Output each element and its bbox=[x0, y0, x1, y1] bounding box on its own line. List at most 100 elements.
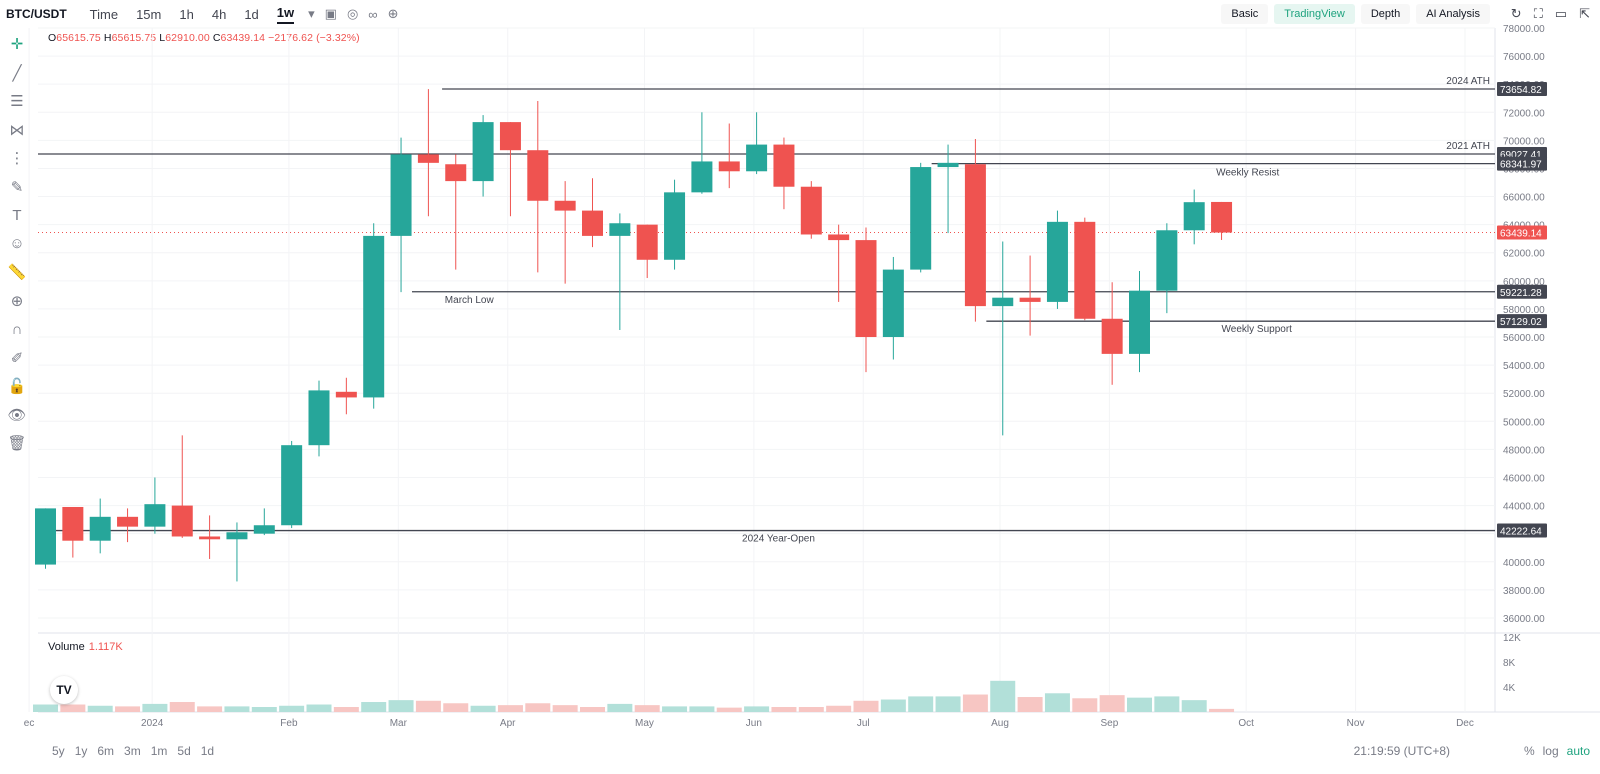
lock-icon[interactable]: 🔓 bbox=[7, 378, 27, 396]
candle-body bbox=[855, 240, 877, 338]
eye-icon[interactable]: 👁 bbox=[7, 406, 27, 424]
view-ai-analysis-button[interactable]: AI Analysis bbox=[1416, 4, 1490, 24]
zoom-icon[interactable]: ⊕ bbox=[10, 292, 24, 310]
fullscreen-icon[interactable]: ⛶ bbox=[1533, 6, 1543, 21]
low-label: L bbox=[159, 32, 166, 44]
range-1d[interactable]: 1d bbox=[200, 744, 215, 758]
candle-body bbox=[1101, 318, 1123, 354]
high-label: H bbox=[103, 32, 112, 44]
candle-body bbox=[964, 164, 986, 307]
candle-body bbox=[800, 186, 822, 235]
volume-bar bbox=[1017, 697, 1043, 712]
lock-drawing-icon[interactable]: ✐ bbox=[10, 349, 24, 367]
grid-lines bbox=[28, 27, 1600, 713]
candle-body bbox=[35, 508, 56, 565]
range-1m[interactable]: 1m bbox=[150, 744, 168, 758]
emoji-icon[interactable]: ☺ bbox=[9, 235, 25, 253]
candle-body bbox=[691, 161, 713, 193]
price-tick-label: 50000.00 bbox=[1503, 417, 1545, 428]
crosshair-icon[interactable]: ✛ bbox=[10, 36, 24, 54]
auto-scale-button[interactable]: auto bbox=[1566, 744, 1590, 758]
magnet-icon[interactable]: ∩ bbox=[11, 320, 23, 338]
volume-bar bbox=[33, 704, 58, 712]
price-tick-label: 46000.00 bbox=[1503, 473, 1545, 484]
time-tick-label: May bbox=[635, 718, 654, 729]
projection-icon[interactable]: ⋮ bbox=[9, 150, 25, 168]
timeframe-1d[interactable]: 1d bbox=[244, 6, 259, 22]
tradingview-logo[interactable]: TV bbox=[50, 676, 78, 704]
timeframe-1w[interactable]: 1w bbox=[276, 5, 295, 24]
volume-name: Volume bbox=[48, 641, 85, 653]
chart-type-icon[interactable]: ▣ bbox=[324, 6, 337, 21]
timeframe-time[interactable]: Time bbox=[89, 6, 119, 22]
view-tradingview-button[interactable]: TradingView bbox=[1274, 4, 1355, 24]
view-depth-button[interactable]: Depth bbox=[1360, 4, 1411, 24]
price-chart[interactable]: 2024 ATH 2021 ATH Weekly Resist March Low We… bbox=[0, 0, 1600, 742]
time-tick-label: Sep bbox=[1101, 718, 1119, 729]
timeframe-4h[interactable]: 4h bbox=[211, 6, 227, 22]
candle-body bbox=[746, 144, 768, 172]
level-price-tag bbox=[1497, 82, 1547, 97]
volume-bar bbox=[1154, 696, 1180, 712]
add-icon[interactable]: ⊕ bbox=[387, 6, 399, 21]
time-tick-label: Jun bbox=[746, 718, 762, 729]
view-basic-button[interactable]: Basic bbox=[1221, 4, 1269, 24]
trend-line-icon[interactable]: ╱ bbox=[12, 64, 22, 82]
volume-bar bbox=[224, 706, 250, 712]
range-6m[interactable]: 6m bbox=[97, 744, 115, 758]
chevron-down-icon[interactable]: ▾ bbox=[308, 6, 315, 21]
candle-body bbox=[609, 223, 631, 236]
time-tick-label: Jul bbox=[857, 718, 870, 729]
candle-body bbox=[363, 235, 385, 398]
compare-icon[interactable]: ∞ bbox=[368, 6, 378, 22]
price-tick-label: 38000.00 bbox=[1503, 586, 1545, 597]
range-3m[interactable]: 3m bbox=[124, 744, 141, 758]
level-price-label: 69027.41 bbox=[1500, 150, 1542, 161]
window-icon[interactable]: ▭ bbox=[1554, 6, 1568, 21]
pattern-icon[interactable]: ⋈ bbox=[9, 121, 25, 139]
timeframe-15m[interactable]: 15m bbox=[136, 6, 162, 22]
symbol-title[interactable]: BTC/USDT bbox=[6, 7, 67, 21]
timeframe-1h[interactable]: 1h bbox=[179, 6, 194, 22]
text-icon[interactable]: T bbox=[12, 206, 22, 224]
clock[interactable]: 21:19:59 (UTC+8) bbox=[1353, 744, 1450, 758]
candle-body bbox=[1129, 290, 1150, 354]
ruler-icon[interactable]: 📏 bbox=[7, 264, 27, 282]
candle-body bbox=[1074, 221, 1096, 319]
time-tick-label: Nov bbox=[1347, 718, 1365, 729]
volume-bar bbox=[142, 703, 168, 712]
volume-bar bbox=[908, 696, 934, 712]
candle-body bbox=[117, 516, 139, 527]
level-price-label: 68341.97 bbox=[1500, 160, 1542, 171]
refresh-icon[interactable]: ↻ bbox=[1510, 6, 1522, 21]
fib-lines-icon[interactable]: ☰ bbox=[10, 93, 24, 111]
volume-bar bbox=[552, 705, 578, 712]
time-tick-label: Dec bbox=[1456, 718, 1474, 729]
volume-bar bbox=[962, 694, 988, 712]
range-5y[interactable]: 5y bbox=[52, 744, 65, 758]
volume-bar bbox=[333, 707, 359, 712]
time-tick-label: Feb bbox=[280, 718, 298, 729]
trash-icon[interactable]: 🗑 bbox=[7, 435, 27, 453]
level-price-tag bbox=[1497, 284, 1547, 299]
candle-body bbox=[718, 161, 740, 172]
candlesticks bbox=[35, 89, 1233, 582]
volume-bar bbox=[443, 703, 469, 712]
candle-body bbox=[253, 525, 275, 534]
range-1y[interactable]: 1y bbox=[74, 744, 88, 758]
candle-body bbox=[910, 167, 932, 270]
volume-bar bbox=[1099, 695, 1125, 712]
candle-body bbox=[937, 162, 959, 168]
price-tick-label: 36000.00 bbox=[1503, 614, 1545, 625]
brush-icon[interactable]: ✎ bbox=[10, 178, 24, 196]
volume-tick-label: 12K bbox=[1503, 633, 1521, 644]
percent-scale-button[interactable]: % bbox=[1523, 744, 1535, 758]
log-scale-button[interactable]: log bbox=[1542, 744, 1559, 758]
indicators-icon[interactable]: ◎ bbox=[346, 6, 359, 21]
volume-bar bbox=[662, 706, 688, 712]
share-icon[interactable]: ⇱ bbox=[1579, 6, 1590, 21]
range-5d[interactable]: 5d bbox=[177, 744, 191, 758]
level-label: March Low bbox=[445, 295, 495, 306]
price-axis: 36000.0038000.0040000.0042000.0044000.00… bbox=[1497, 24, 1547, 694]
high-value: 65615.75 bbox=[111, 32, 157, 44]
